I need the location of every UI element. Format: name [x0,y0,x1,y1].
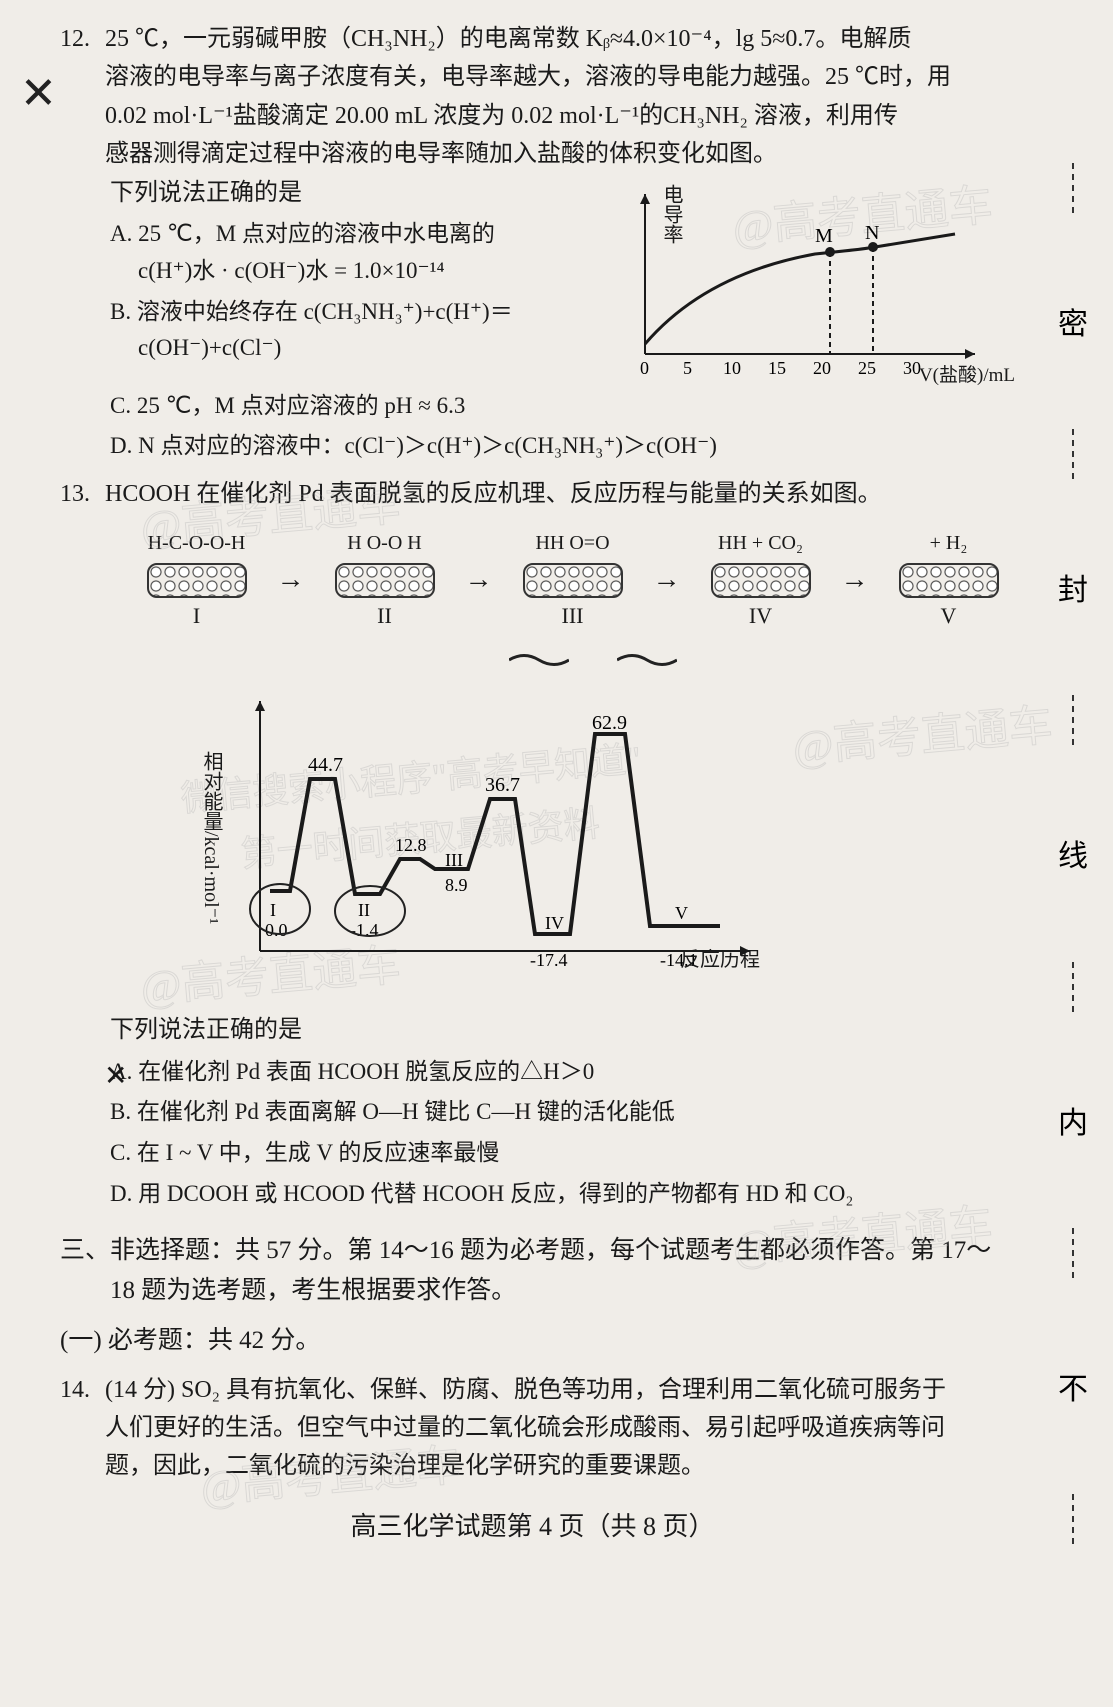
step-label: V [941,598,957,633]
chart-xlabel: V(盐酸)/mL [919,361,1015,391]
option-text: B. 溶液中始终存在 c(CH₃NH₃⁺)+c(H⁺)＝ [110,294,585,331]
margin-dash [1072,163,1074,213]
handwritten-cross-icon: ✕ [104,1055,127,1100]
margin-dash [1072,695,1074,745]
svg-text:12.8: 12.8 [395,835,427,855]
svg-text:IV: IV [545,913,564,933]
question-14: 14. (14 分) SO₂ 具有抗氧化、保鲜、防腐、脱色等功用，合理利用二氧化… [60,1371,1005,1486]
step-co2: + CO₂ [752,527,803,559]
svg-text:44.7: 44.7 [308,754,343,776]
q14-line: 题，因此，二氧化硫的污染治理是化学研究的重要课题。 [105,1447,1005,1485]
option-text: c(H⁺)水 · c(OH⁻)水 = 1.0×10⁻¹⁴ [110,253,585,290]
svg-text:5: 5 [683,358,692,378]
q14-line: 人们更好的生活。但空气中过量的二氧化硫会形成酸雨、易引起呼吸道疾病等问 [105,1409,1005,1447]
margin-dash [1072,1494,1074,1544]
svg-text:III: III [445,850,463,870]
svg-text:15: 15 [768,358,786,378]
step-label: I [193,598,200,633]
energy-ylabel: 相对能量/kcal·mol⁻¹ [195,751,227,924]
q13-option-d: D. 用 DCOOH 或 HCOOD 代替 HCOOH 反应，得到的产物都有 H… [60,1176,1005,1213]
q13-option-c: C. 在 I ~ V 中，生成 V 的反应速率最慢 [60,1135,1005,1172]
q14-line: SO₂ 具有抗氧化、保鲜、防腐、脱色等功用，合理利用二氧化硫可服务于 [181,1377,946,1403]
question-number: 12. [60,20,105,174]
arrow-icon: → [841,558,869,603]
margin-char: 线 [1058,831,1088,875]
step-h2: + H₂ [930,529,968,559]
step-label: II [377,598,392,633]
subsection-1: (一) 必考题：共 42 分。 [60,1321,1005,1361]
svg-text:25: 25 [858,358,876,378]
margin-char: 内 [1058,1098,1088,1142]
q12-prompt: 下列说法正确的是 [60,174,585,212]
svg-text:I: I [270,900,276,920]
handwritten-squiggle-icon [180,643,1005,681]
q12-line: 25 ℃，一元弱碱甲胺（CH₃NH₂）的电离常数 Kᵦ≈4.0×10⁻⁴，lg … [105,20,1005,58]
q13-option-a: ✕ A. 在催化剂 Pd 表面 HCOOH 脱氢反应的△H＞0 [60,1054,1005,1091]
mechanism-step-5: + H₂ V [899,529,999,633]
svg-text:36.7: 36.7 [485,774,520,796]
conductivity-chart: M N 0 5 10 15 20 25 30 电导率 V(盐酸)/mL [605,184,1005,384]
svg-text:V: V [675,903,688,923]
q12-option-d: D. N 点对应的溶液中：c(Cl⁻)＞c(H⁺)＞c(CH₃NH₃⁺)＞c(O… [60,428,1005,465]
arrow-icon: → [653,558,681,603]
mechanism-step-4: HH + CO₂ IV [711,529,811,633]
q12-option-a: A. 25 ℃，M 点对应的溶液中水电离的 c(H⁺)水 · c(OH⁻)水 =… [60,216,585,290]
svg-text:-17.4: -17.4 [530,950,568,970]
q12-option-c: C. 25 ℃，M 点对应溶液的 pH ≈ 6.3 [60,388,1005,425]
section-text: 三、非选择题：共 57 分。第 14～16 题为必考题，每个试题考生都必须作答。… [60,1231,1005,1271]
energy-xlabel: 反应历程 [680,944,760,976]
section-text: 18 题为选考题，考生根据要求作答。 [60,1271,1005,1311]
chart-point-m: M [815,225,833,247]
chart-ylabel: 电导率 [655,184,687,244]
option-text: A. 25 ℃，M 点对应的溶液中水电离的 [110,216,585,253]
section-3-heading: 三、非选择题：共 57 分。第 14～16 题为必考题，每个试题考生都必须作答。… [60,1231,1005,1311]
mechanism-step-1: H-C-O-O-H I [147,529,247,633]
energy-diagram: 44.7 I 0.0 II -1.4 12.8 III 8.9 36.7 IV … [210,691,770,991]
svg-text:-1.4: -1.4 [350,920,379,940]
question-number: 13. [60,475,105,513]
q13-option-b: B. 在催化剂 Pd 表面离解 O—H 键比 C—H 键的活化能低 [60,1094,1005,1131]
q12-option-b: B. 溶液中始终存在 c(CH₃NH₃⁺)+c(H⁺)＝ c(OH⁻)+c(Cl… [60,294,585,368]
q13-body: HCOOH 在催化剂 Pd 表面脱氢的反应机理、反应历程与能量的关系如图。 [105,475,1005,513]
exam-page: 12. 25 ℃，一元弱碱甲胺（CH₃NH₂）的电离常数 Kᵦ≈4.0×10⁻⁴… [0,0,1035,1567]
margin-char: 封 [1058,565,1088,609]
q12-line: 感器测得滴定过程中溶液的电导率随加入盐酸的体积变化如图。 [105,135,1005,173]
margin-char: 不 [1058,1364,1088,1408]
q13-prompt: 下列说法正确的是 [60,1011,1005,1049]
mechanism-diagram: H-C-O-O-H I → H O-O H II → HH O=O III → … [140,529,1005,633]
q12-line: 0.02 mol·L⁻¹盐酸滴定 20.00 mL 浓度为 0.02 mol·L… [105,97,1005,135]
arrow-icon: → [277,558,305,603]
step-label: IV [749,598,772,633]
margin-dash [1072,962,1074,1012]
option-text: A. 在催化剂 Pd 表面 HCOOH 脱氢反应的△H＞0 [110,1059,594,1084]
option-text: c(OH⁻)+c(Cl⁻) [110,330,585,367]
question-13: 13. HCOOH 在催化剂 Pd 表面脱氢的反应机理、反应历程与能量的关系如图… [60,475,1005,1213]
chart-point-n: N [865,222,879,244]
svg-text:20: 20 [813,358,831,378]
q12-line: 溶液的电导率与离子浓度有关，电导率越大，溶液的导电能力越强。25 ℃时，用 [105,58,1005,96]
page-footer: 高三化学试题第 4 页（共 8 页） [60,1506,1005,1548]
svg-text:0: 0 [640,358,649,378]
svg-text:62.9: 62.9 [592,712,627,734]
mechanism-step-3: HH O=O III [523,529,623,633]
arrow-icon: → [465,558,493,603]
q14-points: (14 分) [105,1377,175,1403]
question-number: 14. [60,1371,105,1486]
svg-text:II: II [358,900,370,920]
question-12: 12. 25 ℃，一元弱碱甲胺（CH₃NH₂）的电离常数 Kᵦ≈4.0×10⁻⁴… [60,20,1005,465]
handwritten-cross-icon: ✕ [20,68,57,119]
sealed-line-margin: 密 封 线 内 不 [1043,0,1103,1707]
margin-dash [1072,1228,1074,1278]
margin-dash [1072,429,1074,479]
margin-char: 密 [1058,299,1088,343]
svg-text:8.9: 8.9 [445,875,468,895]
mechanism-step-2: H O-O H II [335,529,435,633]
step-label: III [562,598,584,633]
svg-text:10: 10 [723,358,741,378]
svg-text:0.0: 0.0 [265,920,288,940]
